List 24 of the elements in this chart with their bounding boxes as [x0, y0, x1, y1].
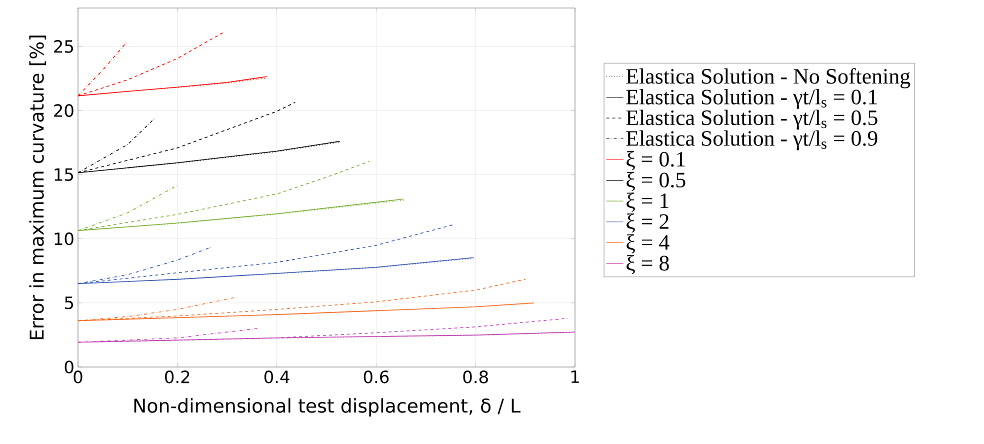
- x-tick-label: 0: [74, 370, 82, 384]
- y-tick-label: 25: [54, 40, 73, 53]
- y-tick-label: 5: [65, 296, 73, 310]
- legend-label: ξ = 2: [626, 213, 668, 233]
- legend-label: ξ = 0.5: [626, 172, 686, 192]
- y-axis-title: Error in maximum curvature [%]: [29, 36, 46, 340]
- y-tick-label: 10: [54, 232, 74, 246]
- x-tick-label: 0.6: [364, 370, 389, 384]
- y-tick-label: 20: [54, 104, 74, 117]
- x-tick-label: 0.4: [264, 370, 290, 384]
- x-tick-label: 0.2: [165, 370, 190, 384]
- legend-label: ξ = 4: [626, 234, 670, 254]
- legend-label: Elastica Solution - γt/l$_{s}$ = 0.5: [626, 110, 878, 130]
- legend-label: ξ = 8: [626, 255, 669, 274]
- x-axis-title: Non-dimensional test displacement, δ / L: [134, 398, 520, 416]
- legend-label: Elastica Solution - γt/l$_{s}$ = 0.1: [626, 89, 877, 109]
- x-tick-label: 1: [571, 370, 579, 383]
- legend-label: ξ = 1: [626, 192, 668, 212]
- legend-label: Elastica Solution - No Softening: [626, 68, 910, 88]
- legend-label: Elastica Solution - γt/l$_{s}$ = 0.9: [626, 130, 878, 150]
- legend-label: ξ = 0.1: [626, 151, 685, 170]
- y-tick-label: 0: [64, 360, 74, 374]
- y-tick-label: 15: [54, 168, 73, 181]
- x-tick-label: 0.8: [463, 370, 488, 384]
